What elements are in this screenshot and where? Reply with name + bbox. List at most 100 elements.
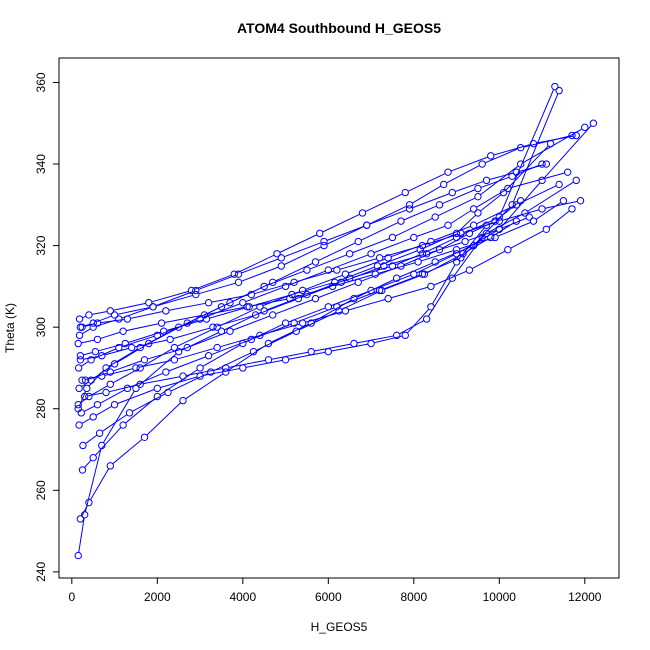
- y-tick-label: 300: [34, 317, 48, 337]
- data-point: [487, 233, 495, 242]
- data-point: [226, 327, 234, 335]
- data-point: [93, 400, 102, 409]
- data-point: [78, 323, 86, 331]
- series-line-segment: [322, 213, 360, 233]
- series-line-segment: [81, 505, 88, 517]
- series-line-segment: [455, 180, 484, 192]
- data-point: [213, 323, 221, 331]
- data-point: [127, 343, 136, 352]
- series-line-segment: [416, 225, 446, 237]
- series-19: [78, 197, 585, 331]
- series-line-segment: [512, 93, 559, 203]
- data-point: [164, 388, 172, 397]
- series-line-segment: [219, 307, 258, 327]
- data-point: [469, 205, 478, 213]
- series-line-segment: [500, 89, 555, 215]
- series-line-segment: [305, 274, 343, 290]
- data-point: [230, 270, 238, 278]
- series-line-segment: [232, 315, 270, 331]
- data-point: [75, 384, 83, 393]
- data-point: [457, 254, 465, 262]
- series-line-segment: [365, 193, 403, 213]
- data-point: [538, 205, 546, 213]
- series-line-segment: [458, 227, 485, 260]
- data-point: [239, 364, 247, 372]
- data-point: [487, 152, 495, 160]
- series-line-segment: [84, 459, 92, 468]
- x-tick-label: 6000: [315, 590, 342, 604]
- data-point: [354, 278, 362, 287]
- series-line-segment: [245, 359, 283, 368]
- data-point: [482, 229, 491, 238]
- data-point: [98, 352, 106, 360]
- data-point: [393, 274, 401, 282]
- series-line-segment: [412, 193, 450, 209]
- data-point: [292, 327, 300, 335]
- series-line-segment: [132, 393, 166, 412]
- data-point: [311, 258, 320, 266]
- data-point: [207, 368, 215, 376]
- data-point: [136, 364, 144, 372]
- data-point: [504, 245, 512, 254]
- series-line-segment: [91, 385, 108, 396]
- series-line-segment: [514, 164, 540, 176]
- series-line-segment: [284, 242, 322, 258]
- series-line-segment: [170, 372, 209, 392]
- series-line-segment: [211, 294, 249, 303]
- series-line-segment: [407, 173, 446, 192]
- data-point: [316, 229, 324, 238]
- series-line-segment: [83, 352, 93, 356]
- x-axis: 0 2000 4000 6000 8000 10000 12000: [68, 578, 602, 604]
- series-line-segment: [420, 250, 454, 262]
- series-line-segment: [101, 414, 128, 432]
- data-point: [77, 409, 85, 417]
- plot-frame: [58, 57, 620, 579]
- series-line-segment: [407, 308, 430, 334]
- series-line-segment: [476, 205, 514, 225]
- data-point: [277, 262, 285, 270]
- data-point: [444, 168, 452, 176]
- series-layer: [74, 82, 598, 560]
- data-point: [95, 429, 104, 437]
- data-point: [183, 319, 191, 327]
- data-point: [78, 376, 86, 384]
- series-line-segment: [189, 303, 228, 323]
- series-line-segment: [480, 194, 502, 212]
- y-axis-label: Theta (K): [3, 303, 17, 353]
- data-point: [491, 217, 499, 225]
- x-axis-label: H_GEOS5: [311, 620, 368, 634]
- series-line-segment: [245, 287, 283, 303]
- series-line-segment: [121, 335, 155, 348]
- data-point: [418, 270, 427, 278]
- series-line-segment: [433, 270, 467, 286]
- data-point: [217, 303, 226, 311]
- data-point: [572, 176, 580, 185]
- data-point: [269, 278, 277, 287]
- series-line-segment: [369, 209, 407, 225]
- data-point: [76, 352, 85, 360]
- series-line-segment: [130, 311, 163, 319]
- data-point: [551, 82, 559, 91]
- data-point: [74, 551, 82, 560]
- series-line-segment: [185, 373, 224, 400]
- series-line-segment: [168, 302, 206, 311]
- series-line-segment: [104, 347, 129, 356]
- series-line-segment: [301, 282, 339, 298]
- data-point: [542, 160, 551, 168]
- data-point: [416, 245, 424, 254]
- data-point: [93, 319, 102, 327]
- data-point: [269, 311, 277, 319]
- data-point: [110, 400, 119, 409]
- data-point: [345, 250, 354, 258]
- series-10: [78, 205, 576, 384]
- data-point: [465, 266, 474, 274]
- series-line-segment: [288, 351, 326, 360]
- data-point: [74, 400, 82, 409]
- data-point: [140, 356, 149, 364]
- series-17: [74, 180, 563, 409]
- series-line-segment: [83, 355, 99, 360]
- data-point: [174, 323, 183, 331]
- data-point: [281, 282, 290, 291]
- series-line-segment: [275, 262, 313, 282]
